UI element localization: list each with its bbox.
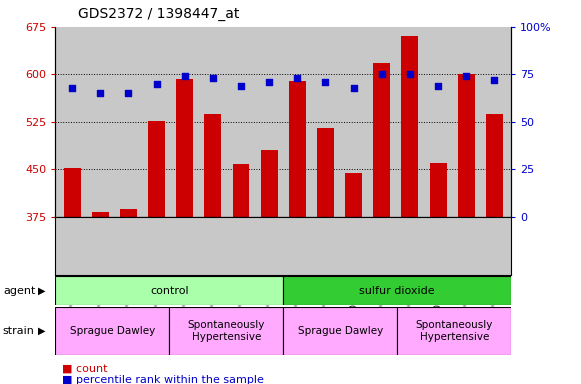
Bar <box>284 276 511 305</box>
Point <box>490 77 499 83</box>
Point <box>406 71 415 78</box>
Text: ▶: ▶ <box>38 326 45 336</box>
Point <box>180 73 189 79</box>
Bar <box>64 168 81 217</box>
Text: Sprague Dawley: Sprague Dawley <box>297 326 383 336</box>
Point <box>461 73 471 79</box>
Bar <box>148 121 165 217</box>
Bar <box>486 114 503 217</box>
Text: GDS2372 / 1398447_at: GDS2372 / 1398447_at <box>78 7 240 21</box>
Point <box>293 75 302 81</box>
Text: sulfur dioxide: sulfur dioxide <box>360 286 435 296</box>
Point <box>67 84 77 91</box>
Point <box>208 75 217 81</box>
Bar <box>374 63 390 217</box>
Point <box>152 81 161 87</box>
Bar <box>232 164 249 217</box>
Bar <box>429 163 447 217</box>
Bar <box>169 307 284 355</box>
Bar <box>284 307 397 355</box>
Point <box>377 71 386 78</box>
Bar <box>205 114 221 217</box>
Point <box>96 90 105 96</box>
Text: Spontaneously
Hypertensive: Spontaneously Hypertensive <box>415 320 493 342</box>
Bar <box>120 209 137 217</box>
Bar <box>345 173 362 217</box>
Bar <box>261 151 278 217</box>
Text: ■ count: ■ count <box>55 364 107 374</box>
Point <box>349 84 358 91</box>
Text: ■ percentile rank within the sample: ■ percentile rank within the sample <box>55 375 264 384</box>
Point <box>124 90 133 96</box>
Bar <box>458 74 475 217</box>
Text: control: control <box>150 286 188 296</box>
Text: Spontaneously
Hypertensive: Spontaneously Hypertensive <box>188 320 265 342</box>
Bar <box>55 307 169 355</box>
Bar <box>55 276 284 305</box>
Text: Sprague Dawley: Sprague Dawley <box>70 326 155 336</box>
Bar <box>92 212 109 217</box>
Point <box>321 79 330 85</box>
Text: agent: agent <box>3 286 35 296</box>
Point <box>433 83 443 89</box>
Bar <box>289 81 306 217</box>
Text: strain: strain <box>3 326 35 336</box>
Bar <box>401 36 418 217</box>
Bar <box>176 79 193 217</box>
Bar <box>317 128 334 217</box>
Point <box>236 83 246 89</box>
Point <box>264 79 274 85</box>
Bar <box>397 307 511 355</box>
Text: ▶: ▶ <box>38 286 45 296</box>
